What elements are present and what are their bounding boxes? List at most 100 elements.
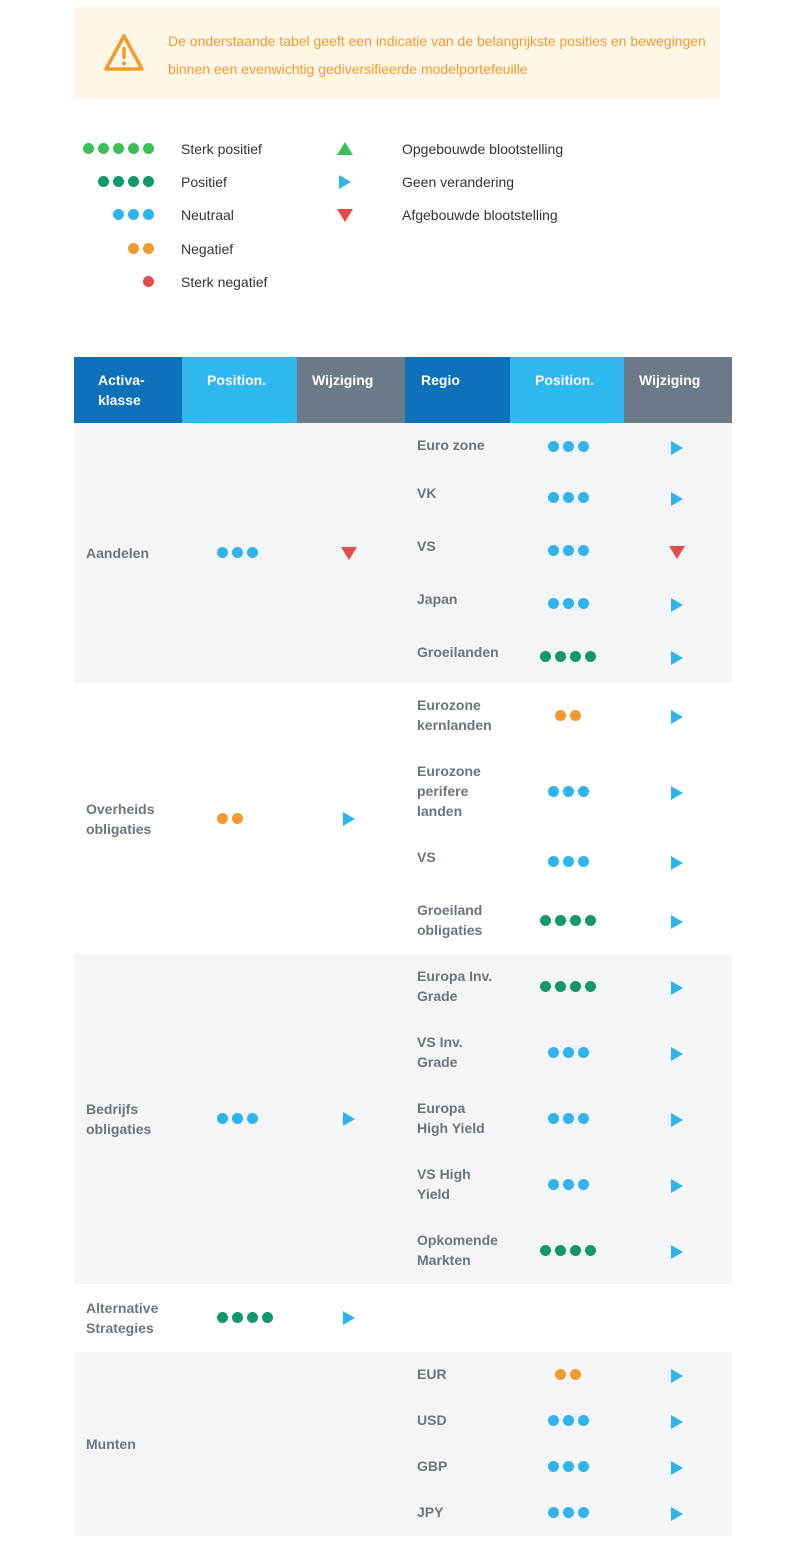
legend-label: Opgebouwde blootstelling: [402, 141, 564, 157]
region-label: VS: [417, 849, 436, 865]
position-dot: [247, 1113, 258, 1124]
position-dot: [113, 143, 124, 154]
asset-class-label: Overheids obligaties: [86, 800, 155, 837]
position-dot: [585, 915, 596, 926]
position-dot: [128, 143, 139, 154]
position-dot: [562, 491, 574, 503]
position-dot: [547, 597, 559, 609]
position-dot: [113, 176, 124, 187]
asset-class-label: Munten: [86, 1436, 136, 1452]
triangle-right-icon: [671, 855, 683, 870]
position-dot: [555, 1369, 566, 1380]
asset-class-label: Alternative Strategies: [86, 1300, 159, 1336]
region-position: [540, 650, 596, 662]
position-dot: [577, 491, 589, 503]
region-position: [547, 441, 589, 452]
warning-icon: [104, 34, 144, 71]
position-dot: [540, 650, 551, 662]
position-dot: [83, 143, 94, 154]
table-header-cell: Wijziging: [624, 357, 732, 423]
triangle-right-icon: [671, 786, 683, 800]
region-label: EUR: [417, 1366, 447, 1382]
region-position: [540, 915, 596, 926]
region-label: Europa High Yield: [417, 1100, 485, 1136]
legend-dots: [74, 276, 154, 287]
legend-item-sn: Sterk negatief: [74, 269, 334, 295]
position-dot: [547, 786, 559, 797]
notice-text: De onderstaande tabel geeft een indicati…: [168, 33, 706, 77]
triangle-down-icon: [341, 547, 357, 560]
legend-dots: [74, 143, 154, 154]
legend-label: Afgebouwde blootstelling: [402, 207, 558, 223]
legend-label: Sterk positief: [181, 141, 262, 157]
table-group-2: Bedrijfs obligaties Europa Inv. Grade VS Inv…: [74, 954, 732, 1284]
position-dot: [547, 1461, 559, 1472]
legend-label: Sterk negatief: [181, 274, 268, 290]
position-dot: [555, 710, 566, 721]
position-dot: [562, 1461, 574, 1472]
triangle-right-icon: [671, 1507, 683, 1521]
legend-label: Neutraal: [181, 207, 234, 223]
region-position: [547, 786, 589, 797]
position-dot: [570, 981, 581, 992]
table-group-4: Munten EUR USD GBP JPY: [74, 1352, 732, 1536]
legend-change-up: Opgebouwde blootstelling: [324, 136, 704, 162]
triangle-right-icon: [343, 1311, 355, 1325]
region-label: GBP: [417, 1458, 448, 1474]
legend-item-n: Neutraal: [74, 202, 334, 228]
position-dot: [217, 812, 228, 824]
position-dot: [562, 1179, 574, 1190]
position-dot: [232, 547, 243, 558]
legend-label: Positief: [181, 174, 227, 190]
position-dot: [540, 915, 551, 926]
position-dot: [217, 547, 228, 558]
position-dot: [562, 1415, 574, 1426]
position-dot: [547, 1113, 559, 1124]
position-dot: [562, 597, 574, 609]
triangle-up-icon: [337, 142, 353, 155]
triangle-right-icon: [671, 710, 683, 724]
position-dot: [128, 176, 139, 187]
position-dot: [547, 441, 559, 452]
table-header-cell: Activa-klasse: [74, 357, 182, 423]
triangle-right-icon: [671, 650, 683, 665]
position-dot: [570, 1245, 581, 1256]
region-position: [555, 710, 581, 721]
position-dot: [585, 1245, 596, 1256]
region-label: VS: [417, 538, 436, 554]
legend-label: Negatief: [181, 241, 234, 257]
region-label: Groeilanden: [417, 644, 499, 660]
position-dot: [570, 1369, 581, 1380]
triangle-right-icon: [671, 491, 683, 506]
position-dot: [577, 1461, 589, 1472]
position-dot: [540, 1245, 551, 1256]
triangle-down-icon: [337, 209, 353, 222]
asset-class-position: [217, 812, 243, 824]
position-dot: [247, 1312, 258, 1323]
table-group-1: Overheids obligaties Eurozone kernlanden Eur…: [74, 683, 732, 954]
position-dot: [98, 143, 109, 154]
table-header-cell: Regio: [405, 357, 510, 423]
position-dot: [143, 143, 154, 154]
legend-item-neg: Negatief: [74, 236, 334, 262]
region-label: Eurozone perifere landen: [417, 763, 481, 819]
region-label: USD: [417, 1412, 447, 1428]
position-dot: [577, 786, 589, 797]
region-position: [547, 1461, 589, 1472]
asset-class-label: Aandelen: [86, 545, 150, 561]
triangle-right-icon: [671, 1179, 683, 1193]
position-dot: [562, 1047, 574, 1058]
position-dot: [547, 1179, 559, 1190]
table-group-3: Alternative Strategies: [74, 1284, 732, 1352]
region-label: JPY: [417, 1504, 444, 1520]
notice-banner: De onderstaande tabel geeft een indicati…: [74, 7, 720, 99]
position-dot: [555, 981, 566, 992]
region-position: [540, 1245, 596, 1256]
position-dot: [128, 243, 139, 254]
region-position: [547, 1047, 589, 1058]
legend: Sterk positief Positief Neutraal Negatief St…: [74, 136, 734, 306]
position-dot: [577, 1113, 589, 1124]
position-dot: [570, 915, 581, 926]
position-dot: [555, 650, 566, 662]
position-dot: [217, 1113, 228, 1124]
